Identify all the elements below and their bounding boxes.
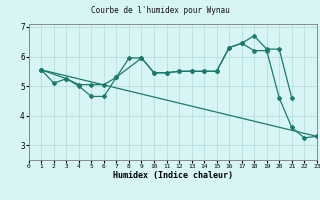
Text: Courbe de l'humidex pour Wynau: Courbe de l'humidex pour Wynau <box>91 6 229 15</box>
X-axis label: Humidex (Indice chaleur): Humidex (Indice chaleur) <box>113 171 233 180</box>
